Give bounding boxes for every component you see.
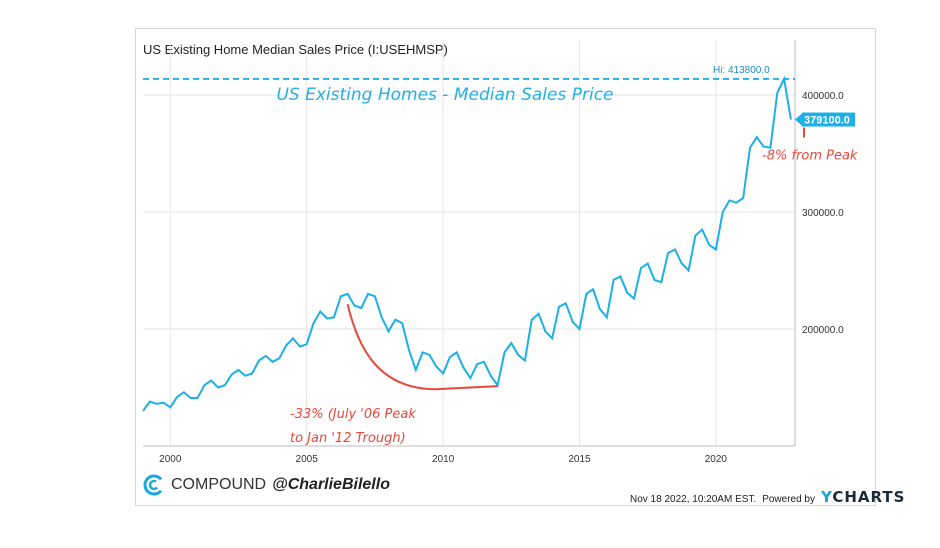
y-tick-label: 400000.0 [802, 91, 844, 102]
x-tick-label: 2005 [296, 454, 319, 465]
compound-logo-icon [143, 474, 165, 496]
powered-by-label: Powered by [762, 494, 815, 505]
chart-footer: Nov 18 2022, 10:20AM EST. Powered by YCH… [630, 488, 905, 506]
trough-annotation-text-2: to Jan '12 Trough) [290, 431, 406, 446]
ycharts-logo[interactable]: YCHARTS [821, 488, 906, 506]
series-line [142, 75, 792, 412]
x-tick-label: 2010 [432, 454, 455, 465]
trough-annotation-curve [346, 304, 498, 391]
author-handle: @CharlieBilello [272, 476, 390, 493]
last-value-pointer [795, 112, 803, 127]
x-tick-label: 2000 [159, 454, 182, 465]
y-tick-label: 200000.0 [802, 325, 844, 336]
trough-annotation-text-1: -33% (July '06 Peak [290, 407, 416, 422]
chart-frame [135, 28, 876, 506]
compound-name: COMPOUND [171, 476, 267, 493]
last-value-badge [802, 112, 855, 127]
x-tick-label: 2020 [705, 454, 728, 465]
high-value-label: Hi: 413800.0 [713, 65, 770, 76]
peak-annotation-text: -8% from Peak [762, 149, 858, 164]
x-tick-label: 2015 [568, 454, 591, 465]
y-tick-label: 300000.0 [802, 208, 844, 219]
last-value-label: 379100.0 [804, 115, 850, 127]
chart-annotation-title: US Existing Homes - Median Sales Price [276, 85, 613, 105]
compound-brand: COMPOUND @CharlieBilello [143, 474, 390, 496]
timestamp: Nov 18 2022, 10:20AM EST. [630, 494, 757, 505]
chart-title: US Existing Home Median Sales Price (I:U… [143, 42, 448, 57]
